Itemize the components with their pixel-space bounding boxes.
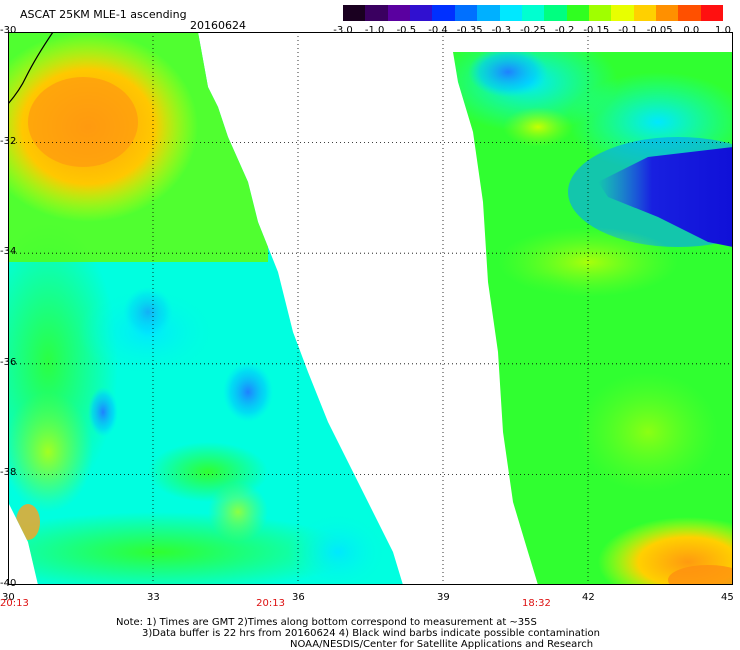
- colorbar-swatch: [500, 5, 522, 21]
- colorbar-swatch: [410, 5, 432, 21]
- right-swath: [438, 32, 733, 585]
- colorbar: [343, 5, 723, 21]
- y-tick-label: -40: [0, 578, 16, 589]
- colorbar-swatch: [365, 5, 387, 21]
- map-title: ASCAT 25KM MLE-1 ascending: [20, 8, 187, 21]
- colorbar-swatch: [701, 5, 723, 21]
- colorbar-swatch: [589, 5, 611, 21]
- colorbar-swatch: [432, 5, 454, 21]
- note-line-2: 3)Data buffer is 22 hrs from 20160624 4)…: [142, 628, 600, 639]
- colorbar-swatch: [678, 5, 700, 21]
- colorbar-swatch: [455, 5, 477, 21]
- colorbar-swatch: [544, 5, 566, 21]
- y-tick-label: -34: [0, 246, 16, 257]
- x-tick-label: 42: [582, 592, 595, 603]
- colorbar-swatch: [567, 5, 589, 21]
- pass-time-label: 18:32: [522, 598, 551, 609]
- colorbar-swatch: [611, 5, 633, 21]
- map-date: 20160624: [190, 19, 246, 32]
- colorbar-swatch: [388, 5, 410, 21]
- y-tick-label: -36: [0, 357, 16, 368]
- note-line-1: Note: 1) Times are GMT 2)Times along bot…: [116, 617, 537, 628]
- colorbar-swatch: [477, 5, 499, 21]
- note-line-3: NOAA/NESDIS/Center for Satellite Applica…: [290, 639, 593, 650]
- colorbar-swatch: [656, 5, 678, 21]
- x-tick-label: 33: [147, 592, 160, 603]
- colorbar-swatch: [634, 5, 656, 21]
- y-tick-label: -32: [0, 136, 16, 147]
- colorbar-swatch: [343, 5, 365, 21]
- colorbar-swatch: [522, 5, 544, 21]
- pass-time-label: 20:13: [0, 598, 29, 609]
- y-tick-label: -38: [0, 467, 16, 478]
- pass-time-label: 20:13: [256, 598, 285, 609]
- x-tick-label: 39: [437, 592, 450, 603]
- y-tick-label: -30: [0, 25, 16, 36]
- left-swath: [8, 32, 408, 585]
- map-plot: [8, 32, 733, 585]
- x-tick-label: 45: [721, 592, 734, 603]
- x-tick-label: 36: [292, 592, 305, 603]
